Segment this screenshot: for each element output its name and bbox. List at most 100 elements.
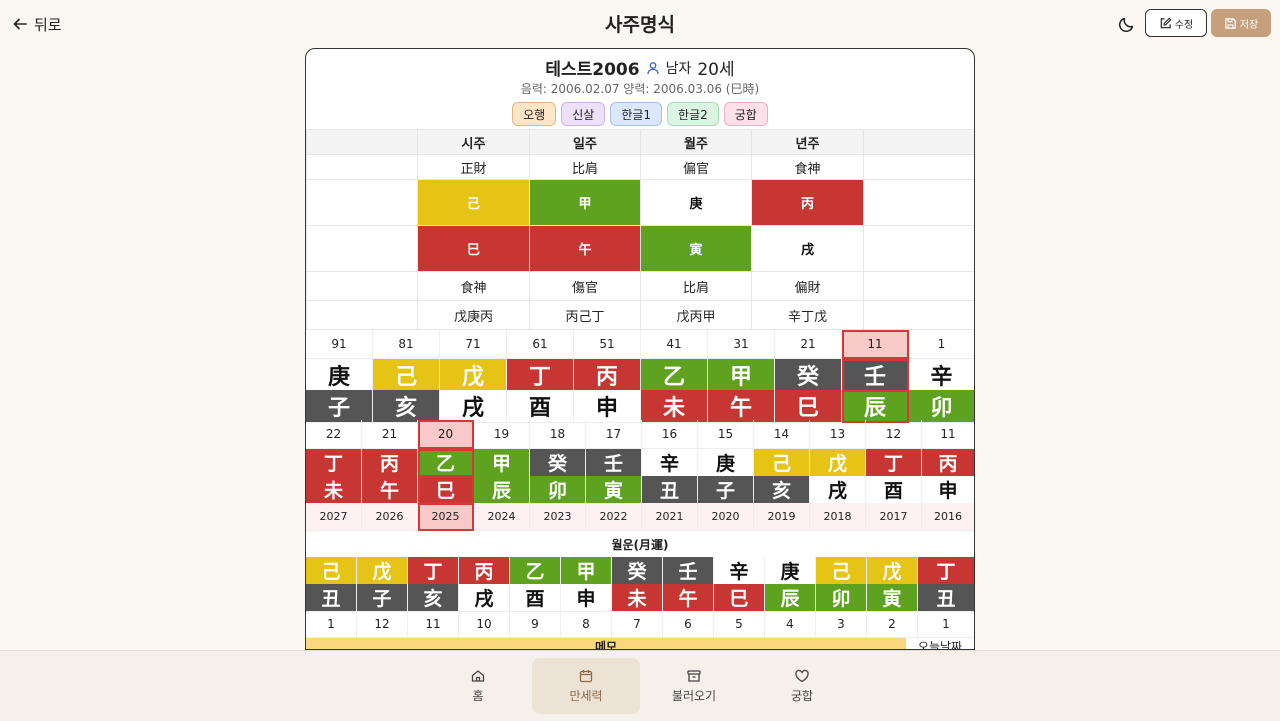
seun-year[interactable]: 2020 [698,503,754,531]
wolun-stem[interactable]: 己 [816,557,867,585]
seun-branch[interactable]: 未 [306,476,362,504]
daeun-branch[interactable]: 申 [574,390,641,423]
seun-stem[interactable]: 壬 [586,449,642,477]
daeun-branch[interactable]: 子 [306,390,373,423]
seun-stem[interactable]: 癸 [530,449,586,477]
nav-item-2[interactable]: 불러오기 [640,658,748,714]
wolun-branch[interactable]: 巳 [714,584,765,612]
daeun-age[interactable]: 41 [641,330,708,359]
seun-year[interactable]: 2023 [530,503,586,531]
seun-age[interactable]: 21 [362,420,418,449]
seun-branch[interactable]: 申 [922,476,974,504]
wolun-stem[interactable]: 乙 [510,557,561,585]
wolun-month[interactable]: 7 [612,611,663,638]
seun-stem[interactable]: 戊 [810,449,866,477]
daeun-branch[interactable]: 亥 [373,390,440,423]
daeun-age[interactable]: 71 [440,330,507,359]
wolun-month[interactable]: 11 [408,611,459,638]
wolun-month[interactable]: 10 [459,611,510,638]
wolun-branch[interactable]: 丑 [918,584,974,612]
wolun-month[interactable]: 3 [816,611,867,638]
daeun-age[interactable]: 61 [507,330,574,359]
seun-branch[interactable]: 辰 [474,476,530,504]
seun-stem[interactable]: 丙 [922,449,974,477]
daeun-age[interactable]: 21 [775,330,842,359]
wolun-branch[interactable]: 寅 [867,584,918,612]
daeun-stem[interactable]: 甲 [708,359,775,392]
wolun-branch[interactable]: 未 [612,584,663,612]
wolun-stem[interactable]: 丁 [408,557,459,585]
seun-year[interactable]: 2025 [418,503,474,531]
daeun-branch[interactable]: 酉 [507,390,574,423]
daeun-age[interactable]: 11 [842,330,909,359]
daeun-stem[interactable]: 己 [373,359,440,392]
seun-age[interactable]: 17 [586,420,642,449]
daeun-stem[interactable]: 乙 [641,359,708,392]
wolun-stem[interactable]: 壬 [663,557,714,585]
seun-year[interactable]: 2019 [754,503,810,531]
daeun-stem[interactable]: 庚 [306,359,373,392]
seun-age[interactable]: 18 [530,420,586,449]
tab-1[interactable]: 신살 [561,102,606,126]
seun-age[interactable]: 20 [418,420,474,449]
daeun-branch[interactable]: 午 [708,390,775,423]
seun-stem[interactable]: 己 [754,449,810,477]
daeun-branch[interactable]: 巳 [775,390,842,423]
wolun-month[interactable]: 12 [357,611,408,638]
wolun-branch[interactable]: 戌 [459,584,510,612]
seun-branch[interactable]: 亥 [754,476,810,504]
seun-year[interactable]: 2021 [642,503,698,531]
tab-0[interactable]: 오행 [512,102,557,126]
save-button[interactable]: 저장 [1211,9,1271,37]
wolun-stem[interactable]: 庚 [765,557,816,585]
seun-branch[interactable]: 丑 [642,476,698,504]
daeun-branch[interactable]: 戌 [440,390,507,423]
seun-year[interactable]: 2017 [866,503,922,531]
today-label[interactable]: 오늘날짜 [917,640,963,650]
tab-2[interactable]: 한글1 [610,102,663,126]
wolun-branch[interactable]: 子 [357,584,408,612]
seun-age[interactable]: 19 [474,420,530,449]
seun-stem[interactable]: 庚 [698,449,754,477]
wolun-branch[interactable]: 酉 [510,584,561,612]
tab-4[interactable]: 궁합 [723,102,768,126]
seun-stem[interactable]: 辛 [642,449,698,477]
wolun-month[interactable]: 1 [306,611,357,638]
wolun-stem[interactable]: 己 [306,557,357,585]
seun-stem[interactable]: 丁 [866,449,922,477]
wolun-branch[interactable]: 午 [663,584,714,612]
seun-branch[interactable]: 巳 [418,476,474,504]
wolun-month[interactable]: 8 [561,611,612,638]
memo-label[interactable]: 메모 [306,638,906,649]
wolun-month[interactable]: 4 [765,611,816,638]
nav-item-1[interactable]: 만세력 [532,658,640,714]
wolun-stem[interactable]: 戊 [357,557,408,585]
daeun-stem[interactable]: 丁 [507,359,574,392]
wolun-branch[interactable]: 丑 [306,584,357,612]
nav-item-3[interactable]: 궁합 [748,658,856,714]
wolun-month[interactable]: 2 [867,611,918,638]
seun-stem[interactable]: 丁 [306,449,362,477]
wolun-month[interactable]: 6 [663,611,714,638]
wolun-branch[interactable]: 卯 [816,584,867,612]
daeun-branch[interactable]: 卯 [909,390,974,423]
nav-item-0[interactable]: 홈 [424,658,532,714]
seun-age[interactable]: 13 [810,420,866,449]
seun-branch[interactable]: 卯 [530,476,586,504]
edit-button[interactable]: 수정 [1145,9,1207,37]
daeun-age[interactable]: 51 [574,330,641,359]
seun-branch[interactable]: 子 [698,476,754,504]
seun-branch[interactable]: 酉 [866,476,922,504]
seun-branch[interactable]: 午 [362,476,418,504]
daeun-branch[interactable]: 辰 [842,390,909,423]
daeun-stem[interactable]: 戊 [440,359,507,392]
seun-year[interactable]: 2016 [922,503,974,531]
seun-age[interactable]: 11 [922,420,974,449]
wolun-stem[interactable]: 甲 [561,557,612,585]
wolun-stem[interactable]: 癸 [612,557,663,585]
seun-year[interactable]: 2026 [362,503,418,531]
back-button[interactable]: 뒤로 [12,12,62,36]
seun-year[interactable]: 2024 [474,503,530,531]
wolun-month[interactable]: 9 [510,611,561,638]
seun-year[interactable]: 2027 [306,503,362,531]
